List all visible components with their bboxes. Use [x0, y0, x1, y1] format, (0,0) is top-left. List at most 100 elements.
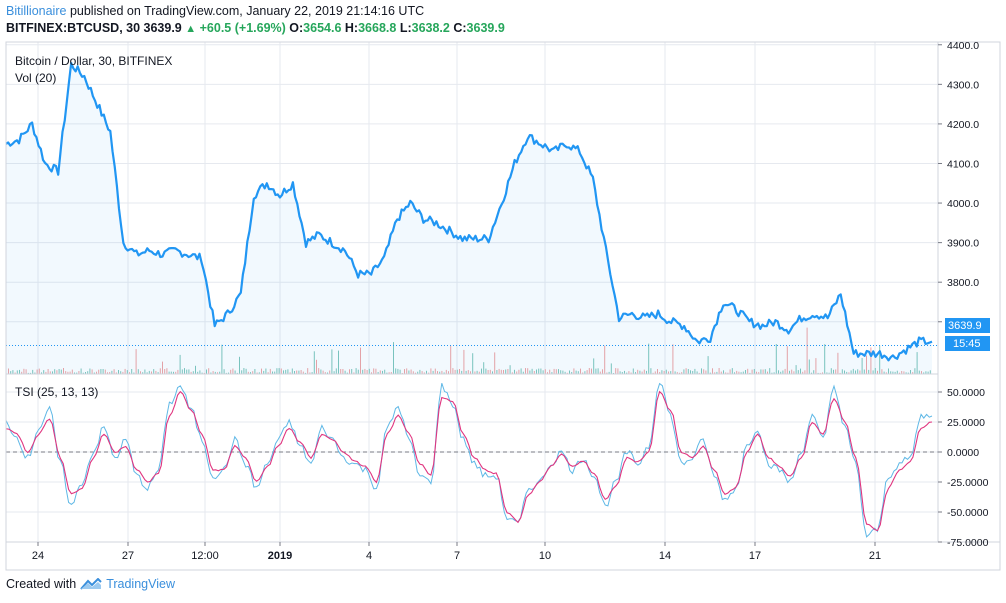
volume-bar: [577, 371, 579, 374]
volume-bar: [800, 368, 801, 374]
volume-bar: [901, 371, 903, 374]
volume-bar: [507, 369, 509, 374]
volume-bar: [206, 369, 207, 374]
volume-bar: [47, 369, 49, 374]
volume-bar: [716, 371, 718, 374]
tsi-tick-label: -25.0000: [947, 477, 989, 489]
volume-bar: [811, 372, 812, 374]
volume-bar: [228, 372, 229, 374]
tradingview-brand-link[interactable]: TradingView: [106, 577, 175, 591]
volume-bar: [720, 371, 722, 374]
volume-bar: [329, 370, 331, 374]
up-arrow-icon: ▲: [185, 23, 197, 35]
volume-bar: [505, 369, 507, 374]
volume-bar: [8, 368, 9, 374]
volume-bar: [382, 370, 383, 374]
volume-bar: [192, 371, 194, 374]
volume-bar: [844, 370, 845, 374]
volume-bar: [362, 369, 364, 374]
volume-bar: [593, 358, 595, 374]
volume-bar: [366, 370, 368, 374]
volume-bar: [423, 372, 425, 374]
volume-bar: [536, 369, 537, 374]
publish-header: Bitillionaire published on TradingView.c…: [6, 4, 424, 18]
volume-bar: [19, 369, 20, 374]
volume-bar: [261, 368, 262, 374]
volume-bar: [586, 370, 588, 374]
volume-bar: [168, 371, 170, 374]
volume-bar: [349, 369, 350, 374]
volume-bar: [896, 370, 898, 374]
volume-bar: [291, 368, 293, 374]
volume-bar: [668, 371, 669, 374]
tsi-axis[interactable]: 50.0000 25.0000 0.0000 -25.0000 -50.0000 -75.…: [938, 387, 989, 549]
volume-bar: [531, 368, 533, 374]
volume-bar: [780, 371, 782, 374]
volume-bar: [93, 372, 95, 374]
volume-bar: [144, 369, 146, 374]
volume-bar: [910, 370, 911, 374]
volume-bar: [540, 368, 542, 374]
volume-bar: [415, 372, 416, 374]
author-link[interactable]: Bitillionaire: [6, 4, 67, 18]
volume-bar: [542, 370, 544, 374]
volume-bar: [597, 368, 599, 374]
volume-bar: [701, 368, 702, 374]
volume-bar: [241, 370, 243, 374]
volume-bar: [892, 371, 894, 374]
volume-bar: [368, 368, 370, 374]
volume-bar: [707, 356, 709, 374]
volume-bar: [670, 371, 672, 374]
close-value: 3639.9: [466, 21, 505, 35]
volume-bar: [736, 370, 738, 374]
volume-bar: [296, 370, 298, 374]
price-tick-label: 3900.0: [947, 238, 979, 250]
volume-bar: [615, 368, 617, 374]
volume-bar: [859, 370, 861, 374]
volume-bar: [76, 372, 78, 374]
volume-bar: [289, 372, 291, 374]
volume-bar: [324, 372, 326, 374]
volume-bar: [538, 368, 540, 374]
volume-bar: [760, 369, 762, 374]
close-label: C:: [453, 21, 467, 35]
volume-bar: [509, 365, 511, 374]
volume-bar: [197, 371, 199, 374]
time-tick-label: 24: [32, 550, 44, 562]
volume-bar: [630, 372, 632, 374]
volume-bar: [219, 371, 221, 374]
volume-bar: [624, 370, 625, 374]
volume-bar: [472, 353, 474, 374]
volume-bar: [727, 372, 729, 374]
volume-bar: [806, 327, 808, 374]
volume-bar: [397, 368, 399, 374]
volume-bar: [223, 369, 225, 374]
volume-bar: [184, 368, 185, 374]
time-tick-label: 21: [869, 550, 881, 562]
volume-bar: [30, 372, 31, 374]
volume-bar: [907, 372, 909, 374]
volume-bar: [175, 371, 177, 374]
volume-bar: [87, 371, 89, 374]
volume-bar: [252, 371, 254, 374]
volume-bar: [815, 358, 817, 374]
volume-bar: [839, 372, 841, 374]
price-axis[interactable]: 4400.0 4300.0 4200.0 4100.0 4000.0 3900.0 3800…: [938, 40, 979, 329]
volume-bar: [652, 372, 654, 374]
volume-bar: [731, 368, 733, 374]
volume-bar: [448, 371, 449, 374]
volume-bar: [641, 371, 643, 374]
volume-bar: [646, 370, 647, 374]
volume-bar: [120, 371, 122, 374]
volume-bar: [151, 371, 152, 374]
volume-bar: [599, 371, 601, 374]
volume-bar: [674, 371, 676, 374]
volume-bar: [619, 371, 621, 374]
volume-bar: [555, 369, 557, 374]
countdown-badge: [945, 336, 990, 351]
volume-bar: [162, 361, 163, 374]
volume-bar: [404, 369, 405, 374]
volume-bar: [648, 343, 650, 374]
time-axis[interactable]: 24 27 12:00 2019 4 7 10 14 17 21: [32, 542, 881, 562]
